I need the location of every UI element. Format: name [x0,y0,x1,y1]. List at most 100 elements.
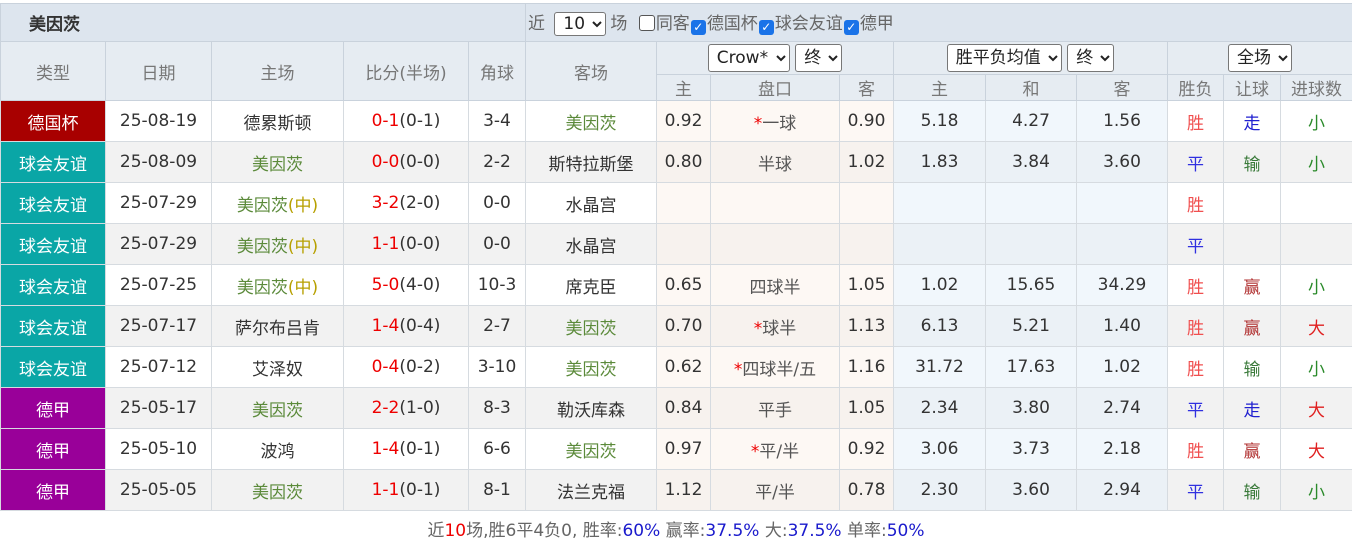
filter-label[interactable]: 德国杯 [706,14,758,34]
home-team[interactable]: 美因茨(中) [211,182,344,224]
half-time-score: (0-0) [399,152,441,172]
ah-time-select[interactable]: 终 [795,44,843,72]
recent-count-select[interactable]: 10 [554,12,607,36]
col-ah-away: 客 [839,74,894,101]
away-team[interactable]: 美因茨 [525,100,657,142]
match-type[interactable]: 德甲 [0,469,106,511]
ah-home-odds: 0.70 [656,305,711,347]
filter-checkbox[interactable]: ✓ [690,20,706,35]
home-team[interactable]: 德累斯顿 [211,100,344,142]
score[interactable]: 5-0(4-0) [343,264,469,306]
score[interactable]: 3-2(2-0) [343,182,469,224]
score[interactable]: 0-1(0-1) [343,100,469,142]
match-type[interactable]: 球会友谊 [0,346,106,388]
corner-text: 2-2 [483,152,511,172]
score[interactable]: 2-2(1-0) [343,387,469,429]
odds-value: 2.94 [1103,480,1141,500]
col-corner: 角球 [468,41,526,101]
away-team[interactable]: 勒沃库森 [525,387,657,429]
result-handicap: 赢 [1223,264,1281,306]
home-team[interactable]: 美因茨 [211,141,344,183]
date-text: 25-07-17 [119,316,198,336]
match-type[interactable]: 德国杯 [0,100,106,142]
home-team[interactable]: 萨尔布吕肯 [211,305,344,347]
away-team[interactable]: 美因茨 [525,428,657,470]
eu-type-select[interactable]: 胜平负均值 [946,44,1062,72]
score[interactable]: 0-4(0-2) [343,346,469,388]
result-text: 平 [1187,154,1204,175]
eu-home-odds: 2.34 [893,387,986,429]
filter-label[interactable]: 同客 [655,14,690,34]
filter-checkbox[interactable]: ✓ [843,20,859,35]
away-team[interactable]: 美因茨 [525,305,657,347]
ah-away-odds: 1.16 [839,346,894,388]
away-team[interactable]: 水晶宫 [525,182,657,224]
home-team[interactable]: 美因茨 [211,469,344,511]
match-type[interactable]: 球会友谊 [0,264,106,306]
away-team[interactable]: 美因茨 [525,346,657,388]
away-team[interactable]: 席克臣 [525,264,657,306]
col-home: 主场 [211,41,344,101]
score[interactable]: 0-0(0-0) [343,141,469,183]
score[interactable]: 1-1(0-0) [343,223,469,265]
result-goals: 小 [1279,100,1352,142]
filter-checkbox[interactable]: ✓ [758,20,774,35]
away-team[interactable]: 法兰克福 [525,469,657,511]
home-team[interactable]: 美因茨(中) [211,264,344,306]
match-type[interactable]: 德甲 [0,428,106,470]
date-text: 25-07-29 [119,234,198,254]
ah-away-odds: 1.05 [839,264,894,306]
score[interactable]: 1-1(0-1) [343,469,469,511]
ah-home-odds: 0.80 [656,141,711,183]
match-type[interactable]: 球会友谊 [0,305,106,347]
result-text: 大 [1308,441,1326,462]
odds-value: 1.12 [664,480,703,500]
result-text: 胜 [1187,441,1204,462]
eu-time-select[interactable]: 终 [1067,44,1115,72]
match-type[interactable]: 球会友谊 [0,141,106,183]
eu-draw-odds [985,182,1077,224]
filter-checkbox[interactable] [638,15,655,31]
match-date: 25-05-17 [105,387,212,429]
home-team[interactable]: 美因茨(中) [211,223,344,265]
away-team[interactable]: 斯特拉斯堡 [525,141,657,183]
match-type[interactable]: 球会友谊 [0,223,106,265]
ah-company-select[interactable]: Crow* [707,44,790,72]
result-scope-select[interactable]: 全场 [1228,44,1293,72]
full-time-score: 0-0 [371,152,400,172]
ah-away-odds [839,182,894,224]
away-team[interactable]: 水晶宫 [525,223,657,265]
home-team[interactable]: 艾泽奴 [211,346,344,388]
col-goals: 进球数 [1279,74,1352,101]
match-type-label: 球会友谊 [19,195,87,216]
eu-away-odds [1076,182,1168,224]
corner-text: 8-3 [483,398,511,418]
ah-line [710,223,840,265]
result-text: 平 [1187,482,1204,503]
eu-draw-odds: 5.21 [985,305,1077,347]
handicap-line: 平/半 [759,441,800,462]
home-team-name: 波鸿 [260,441,295,462]
match-type[interactable]: 德甲 [0,387,106,429]
corner-text: 3-10 [477,357,517,377]
home-team[interactable]: 美因茨 [211,387,344,429]
summary-text: 单率: [841,521,887,541]
eu-away-odds: 2.94 [1076,469,1168,511]
filter-label[interactable]: 德甲 [859,14,894,34]
result-goals: 大 [1279,305,1352,347]
odds-value: 3.80 [1012,398,1050,418]
score[interactable]: 1-4(0-1) [343,428,469,470]
result-handicap: 走 [1223,387,1281,429]
result-goals: 小 [1279,264,1352,306]
filter-label[interactable]: 球会友谊 [774,14,843,34]
corners: 3-10 [468,346,526,388]
match-type[interactable]: 球会友谊 [0,182,106,224]
away-team-name: 席克臣 [565,277,617,298]
corners: 10-3 [468,264,526,306]
score[interactable]: 1-4(0-4) [343,305,469,347]
match-type-label: 德甲 [36,400,70,421]
result-wl: 胜 [1167,100,1224,142]
match-type-label: 球会友谊 [19,359,87,380]
neutral-marker: (中) [287,236,319,257]
home-team[interactable]: 波鸿 [211,428,344,470]
